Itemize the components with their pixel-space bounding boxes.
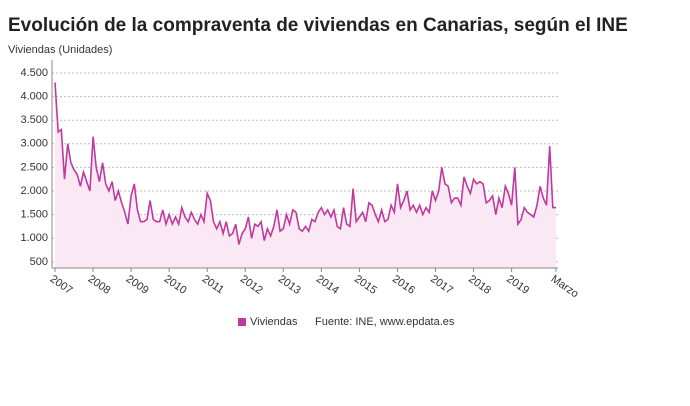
y-tick-label: 1.500 — [20, 209, 48, 221]
x-tick-label: 2015 — [352, 273, 379, 297]
y-tick-label: 1.000 — [20, 232, 48, 244]
source: Fuente: INE, www.epdata.es — [315, 316, 455, 328]
x-tick-label: 2014 — [314, 273, 341, 297]
y-tick-label: 3.000 — [20, 138, 48, 150]
x-tick-label: 2007 — [48, 273, 75, 297]
x-tick-label: 2009 — [124, 273, 151, 297]
x-tick-label: 2012 — [238, 273, 265, 297]
x-tick-label: 2013 — [276, 273, 303, 297]
y-tick-label: 4.500 — [20, 67, 48, 79]
x-tick-label: 2018 — [466, 273, 493, 297]
y-tick-label: 500 — [30, 256, 48, 268]
x-tick-label: 2019 — [504, 273, 531, 297]
x-tick-label: 2017 — [428, 273, 455, 297]
chart-title: Evolución de la compraventa de viviendas… — [8, 15, 628, 36]
x-tick-label: 2008 — [86, 273, 113, 297]
y-tick-label: 3.500 — [20, 114, 48, 126]
y-tick-label: 2.000 — [20, 185, 48, 197]
x-tick-label: 2011 — [200, 273, 226, 296]
x-tick-label: 2016 — [390, 273, 417, 297]
line — [54, 82, 556, 245]
y-tick-label: 2.500 — [20, 161, 48, 173]
y-tick-label: 4.000 — [20, 90, 48, 102]
area — [55, 82, 556, 269]
legend-label: Viviendas — [250, 316, 298, 328]
x-tick-label: 2010 — [162, 273, 189, 297]
legend-swatch — [238, 318, 246, 326]
y-axis-label: Viviendas (Unidades) — [8, 44, 112, 56]
x-tick-label: Marzo — [549, 273, 581, 300]
